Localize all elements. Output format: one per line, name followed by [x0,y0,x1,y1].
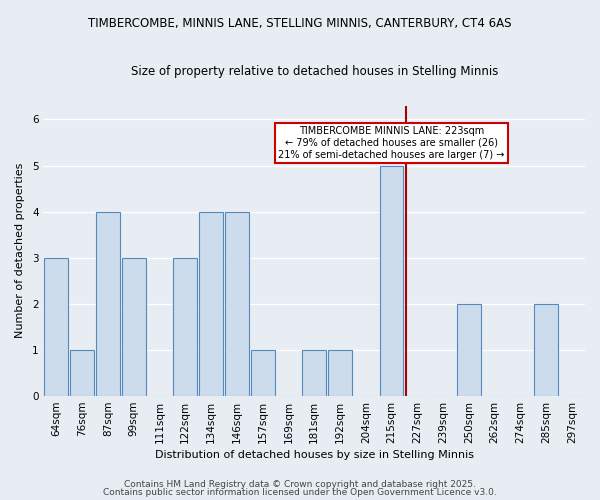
Bar [251,350,275,396]
Bar [44,258,68,396]
Bar [96,212,120,396]
Title: Size of property relative to detached houses in Stelling Minnis: Size of property relative to detached ho… [131,65,498,78]
Bar [457,304,481,396]
Text: TIMBERCOMBE, MINNIS LANE, STELLING MINNIS, CANTERBURY, CT4 6AS: TIMBERCOMBE, MINNIS LANE, STELLING MINNI… [88,18,512,30]
Bar [225,212,249,396]
Bar [199,212,223,396]
Text: Contains public sector information licensed under the Open Government Licence v3: Contains public sector information licen… [103,488,497,497]
Bar [328,350,352,396]
X-axis label: Distribution of detached houses by size in Stelling Minnis: Distribution of detached houses by size … [155,450,474,460]
Bar [173,258,197,396]
Bar [302,350,326,396]
Bar [380,166,403,396]
Text: TIMBERCOMBE MINNIS LANE: 223sqm
← 79% of detached houses are smaller (26)
21% of: TIMBERCOMBE MINNIS LANE: 223sqm ← 79% of… [278,126,505,160]
Y-axis label: Number of detached properties: Number of detached properties [15,163,25,338]
Bar [122,258,146,396]
Bar [70,350,94,396]
Bar [535,304,558,396]
Text: Contains HM Land Registry data © Crown copyright and database right 2025.: Contains HM Land Registry data © Crown c… [124,480,476,489]
